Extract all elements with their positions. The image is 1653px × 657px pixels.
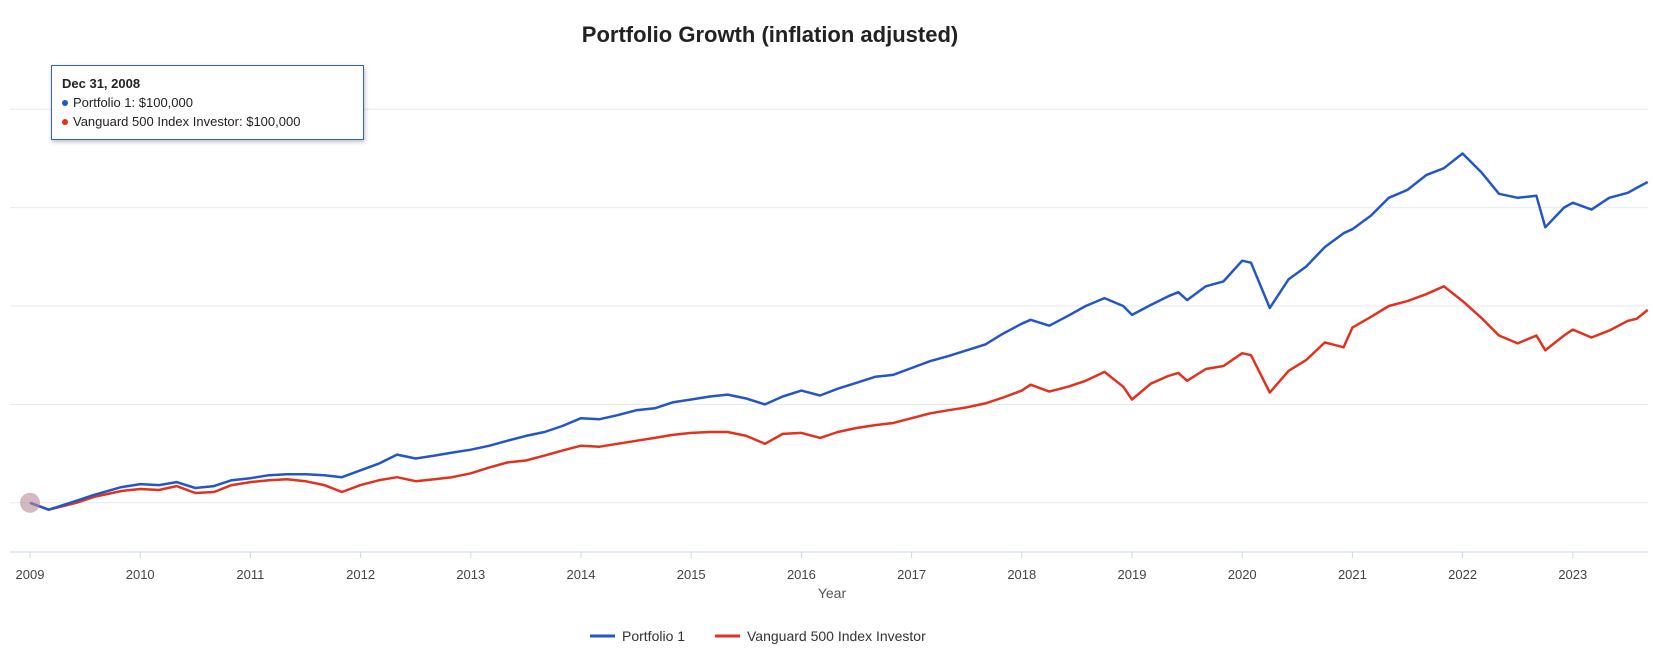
legend: Portfolio 1 Vanguard 500 Index Investor <box>590 628 926 644</box>
legend-label-portfolio-1: Portfolio 1 <box>622 628 685 644</box>
series-line-vanguard-500[interactable] <box>29 285 1649 511</box>
tooltip-row-vanguard-500: Vanguard 500 Index Investor: $100,000 <box>62 112 353 131</box>
x-tick-label-2012: 2012 <box>346 567 375 582</box>
x-tick-label-2020: 2020 <box>1228 567 1257 582</box>
tooltip-value-portfolio-1: Portfolio 1: $100,000 <box>73 95 193 110</box>
x-tick-label-2013: 2013 <box>456 567 485 582</box>
tooltip-row-portfolio-1: Portfolio 1: $100,000 <box>62 93 353 112</box>
series-line-portfolio-1[interactable] <box>29 152 1649 511</box>
grid-layer <box>10 108 1648 504</box>
x-tick-label-2009: 2009 <box>16 567 45 582</box>
series-layer <box>29 152 1649 511</box>
x-tick-label-2021: 2021 <box>1338 567 1367 582</box>
x-tick-label-2018: 2018 <box>1007 567 1036 582</box>
legend-label-vanguard-500: Vanguard 500 Index Investor <box>747 628 926 644</box>
tooltip-dot-portfolio-1 <box>62 99 68 106</box>
x-tick-label-2022: 2022 <box>1448 567 1477 582</box>
chart-title: Portfolio Growth (inflation adjusted) <box>582 22 958 47</box>
hover-tooltip: Dec 31, 2008 Portfolio 1: $100,000 Vangu… <box>51 65 364 140</box>
x-tick-label-2011: 2011 <box>236 567 264 582</box>
hover-point-marker[interactable] <box>20 492 40 513</box>
tooltip-date: Dec 31, 2008 <box>62 76 141 91</box>
x-tick-label-2015: 2015 <box>677 567 706 582</box>
x-tick-label-2017: 2017 <box>897 567 926 582</box>
legend-item-portfolio-1[interactable]: Portfolio 1 <box>590 628 685 644</box>
tooltip-dot-vanguard-500 <box>62 118 68 125</box>
x-axis-title: Year <box>818 585 847 601</box>
x-tick-label-2023: 2023 <box>1558 567 1587 582</box>
x-tick-label-2019: 2019 <box>1118 567 1147 582</box>
legend-item-vanguard-500[interactable]: Vanguard 500 Index Investor <box>715 628 926 644</box>
tooltip-value-vanguard-500: Vanguard 500 Index Investor: $100,000 <box>73 114 301 129</box>
x-tick-labels: 2009 2010 2011 2012 2013 2014 2015 2016 2017 2018… <box>16 552 1587 582</box>
x-tick-label-2014: 2014 <box>567 567 596 582</box>
x-tick-label-2016: 2016 <box>787 567 816 582</box>
x-tick-label-2010: 2010 <box>126 567 155 582</box>
